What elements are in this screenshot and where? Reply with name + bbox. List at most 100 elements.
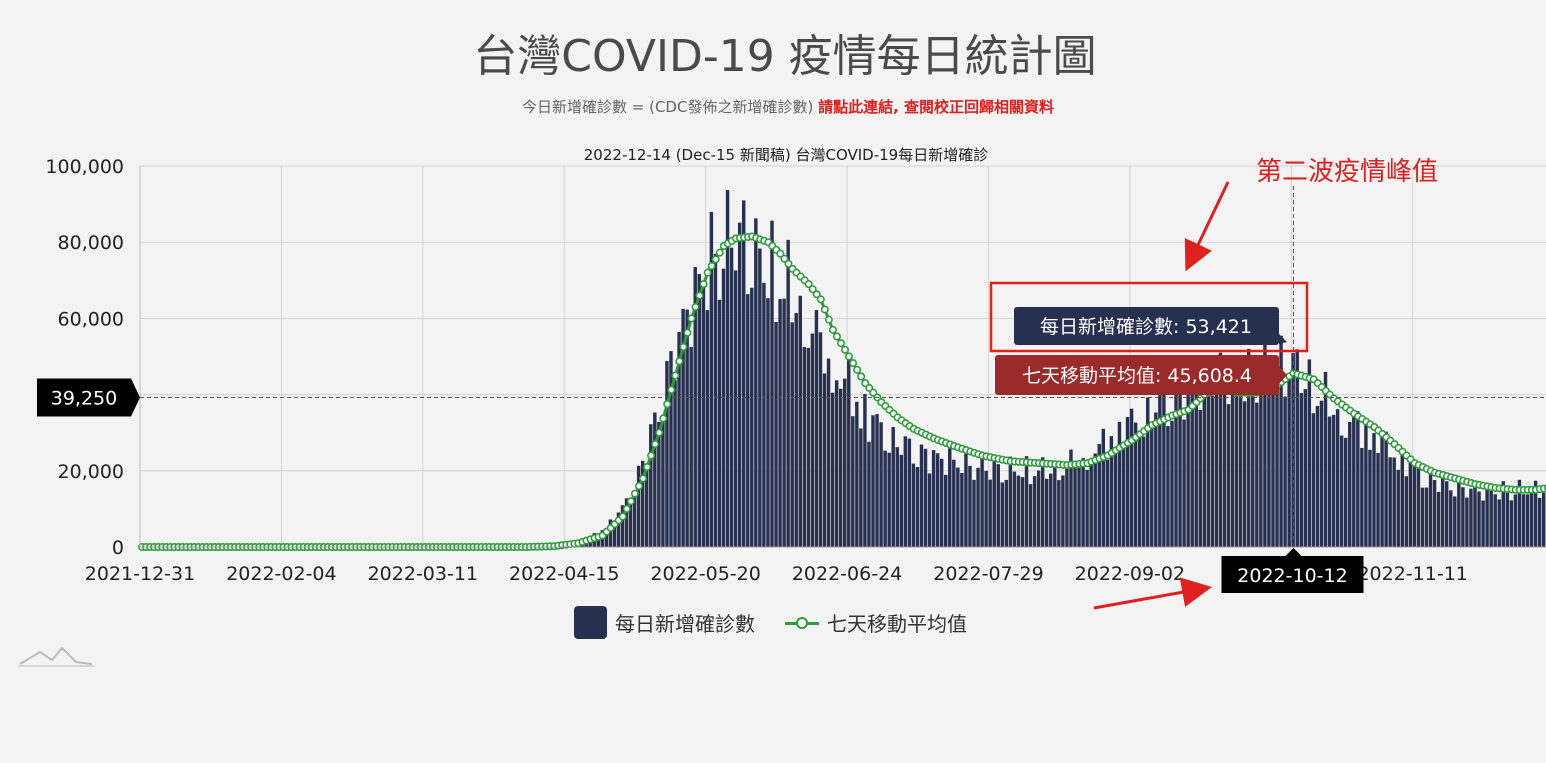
daily-bar: [709, 211, 714, 547]
daily-bar: [741, 200, 746, 548]
daily-bar: [1384, 431, 1388, 547]
x-tick-label: 2022-07-29: [933, 563, 1043, 585]
daily-bar: [1440, 473, 1445, 547]
legend-line-swatch[interactable]: [785, 616, 819, 630]
daily-bar: [754, 218, 758, 547]
daily-bar: [725, 190, 730, 547]
daily-bar: [665, 361, 669, 547]
tooltip-line-pointer: [1279, 366, 1287, 384]
x-tick-label: 2022-06-24: [792, 563, 902, 585]
tooltip-bar-bg: [1014, 307, 1279, 345]
daily-bar: [1089, 463, 1093, 547]
daily-bar: [608, 519, 613, 547]
daily-bar: [899, 454, 904, 547]
daily-bar: [1267, 380, 1271, 547]
moving-average-point: [675, 357, 684, 366]
moving-average-point: [634, 482, 643, 491]
crosshair-x-label-bg: [1221, 548, 1364, 593]
daily-bar: [867, 441, 871, 547]
daily-bar: [1162, 388, 1166, 547]
daily-bar: [1505, 492, 1510, 547]
daily-bar: [1045, 478, 1049, 547]
daily-bar: [871, 415, 875, 547]
daily-bar: [1271, 382, 1275, 547]
daily-bar: [705, 310, 710, 547]
daily-bar: [1226, 404, 1231, 547]
daily-bar: [879, 422, 883, 547]
daily-bar: [689, 346, 693, 547]
chart-legend: 每日新增確診數 七天移動平均值: [574, 606, 967, 639]
daily-bar: [1319, 400, 1324, 547]
daily-bar: [1315, 405, 1320, 547]
moving-average-point: [691, 302, 700, 311]
daily-bar: [1481, 500, 1485, 547]
daily-bar: [1040, 457, 1045, 547]
daily-bar: [1283, 396, 1287, 547]
daily-bar: [786, 239, 790, 547]
daily-bar: [891, 426, 895, 547]
legend-line-label[interactable]: 七天移動平均值: [827, 612, 967, 636]
daily-bar: [733, 270, 738, 547]
daily-bar: [907, 438, 912, 547]
daily-bar: [1222, 376, 1227, 547]
daily-bar: [1121, 448, 1126, 547]
daily-bar: [624, 498, 629, 547]
moving-average-point: [679, 342, 688, 351]
moving-average-point: [695, 291, 704, 300]
daily-bar: [1416, 465, 1421, 547]
daily-bar: [1065, 467, 1069, 547]
moving-average-point: [630, 489, 639, 498]
daily-cases-bars: [548, 190, 1546, 548]
moving-average-point: [776, 249, 785, 258]
daily-bar: [1105, 459, 1110, 547]
daily-bar: [1477, 491, 1481, 547]
daily-bar: [1335, 409, 1340, 547]
moving-average-point: [832, 332, 841, 341]
daily-bar: [818, 332, 823, 547]
daily-bar: [1016, 475, 1021, 547]
daily-bar: [1469, 488, 1473, 547]
daily-bar: [721, 268, 726, 547]
crosshair-y-label-bg: [37, 378, 140, 417]
daily-bar: [1194, 389, 1198, 547]
daily-bar: [1453, 496, 1457, 547]
daily-bar: [1146, 397, 1150, 547]
daily-bar: [1259, 392, 1263, 547]
crosshair-y-label: 39,250: [51, 387, 117, 409]
daily-bar: [1202, 355, 1207, 547]
daily-bar: [1368, 449, 1372, 547]
daily-bar: [632, 492, 637, 547]
moving-average-point: [808, 285, 817, 294]
daily-bar: [1323, 371, 1328, 547]
daily-bar: [1420, 487, 1425, 547]
daily-bar: [1182, 419, 1186, 547]
daily-bar: [774, 321, 778, 547]
daily-bar: [1085, 469, 1089, 547]
chart-title: 2022-12-14 (Dec-15 新聞稿) 台灣COVID-19每日新增確診: [584, 146, 988, 164]
daily-bar: [1457, 478, 1461, 547]
moving-average-point: [824, 315, 833, 324]
moving-average-point: [667, 385, 676, 394]
legend-bar-label[interactable]: 每日新增確診數: [615, 612, 755, 636]
daily-bar: [1404, 476, 1409, 547]
daily-bar: [1356, 411, 1360, 547]
daily-bar: [1150, 426, 1154, 547]
daily-bar: [669, 351, 673, 547]
x-tick-label: 2022-04-15: [509, 563, 619, 585]
daily-bar: [847, 360, 851, 547]
y-tick-label: 0: [112, 537, 124, 559]
daily-bar: [778, 299, 782, 547]
moving-average-point: [857, 372, 866, 381]
daily-bar: [1432, 480, 1437, 547]
legend-bar-swatch[interactable]: [574, 606, 607, 639]
daily-bar: [1287, 379, 1291, 547]
daily-bar: [1473, 484, 1477, 547]
daily-bar: [1529, 487, 1534, 547]
daily-bar: [1533, 480, 1538, 547]
moving-average-point: [784, 259, 793, 268]
daily-bar: [851, 416, 855, 547]
correction-data-link[interactable]: 請點此連結, 查閱校正回歸相關資料: [818, 98, 1054, 116]
daily-bar: [693, 267, 697, 547]
daily-bar: [1053, 461, 1057, 547]
